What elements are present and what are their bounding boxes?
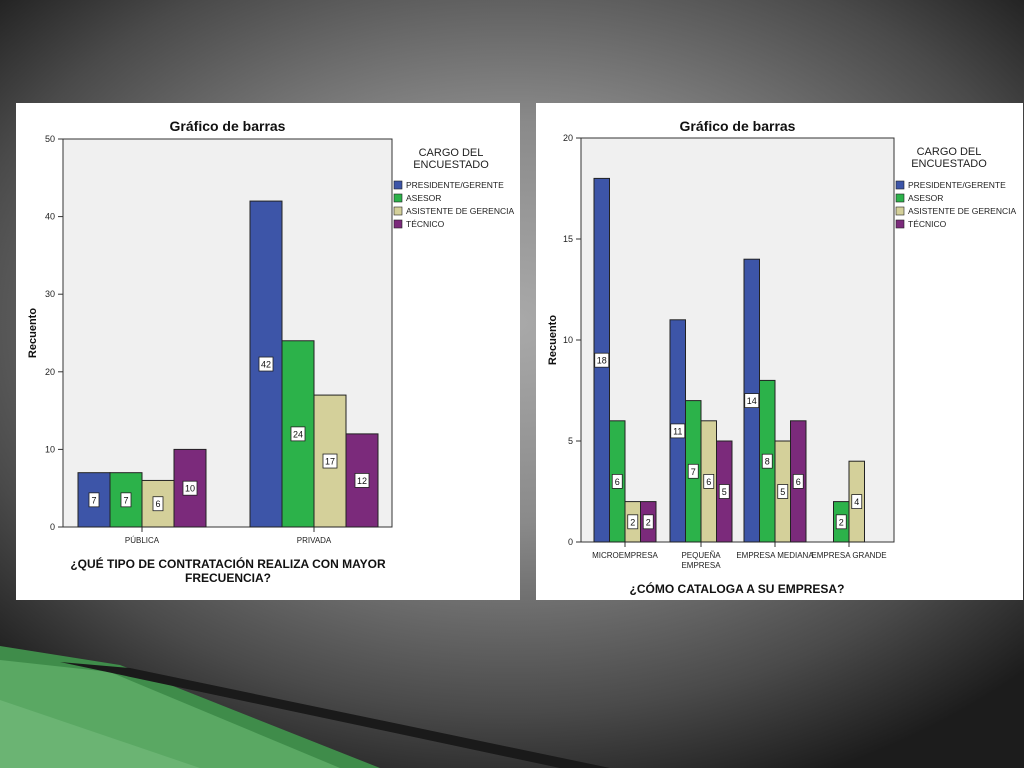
data-label-box — [258, 356, 274, 372]
data-label-box — [354, 473, 370, 488]
data-label-box — [761, 453, 773, 469]
x-axis-label-line1: ¿QUÉ TIPO DE CONTRATACIÓN REALIZA CON MA… — [70, 556, 386, 571]
y-tick-label: 10 — [45, 444, 55, 454]
bar-chart-empresa: Gráfico de barras 0 5 10 15 20 Recuento MICROEM… — [547, 118, 1016, 596]
data-label: 2 — [630, 517, 635, 527]
data-label-box — [687, 463, 699, 479]
y-tick-label: 20 — [45, 367, 55, 377]
data-label-box — [851, 494, 863, 510]
x-tick-label: PRIVADA — [297, 536, 332, 545]
y-tick-label: 5 — [568, 436, 573, 446]
data-label: 17 — [325, 457, 335, 467]
data-label-box — [792, 473, 804, 489]
data-label-box — [120, 492, 132, 508]
legend-swatch — [393, 193, 403, 203]
data-label: 10 — [185, 484, 195, 494]
data-label-box — [744, 393, 760, 409]
bar-chart-contratacion: Gráfico de barras 0 10 20 30 40 50 Recuento PÚBL… — [27, 118, 514, 585]
data-label: 8 — [765, 457, 770, 467]
legend-entry: PRESIDENTE/GERENTE — [406, 180, 504, 190]
data-label-box — [627, 514, 639, 530]
legend-swatch — [895, 180, 905, 190]
y-tick-label: 20 — [563, 133, 573, 143]
data-label: 24 — [293, 429, 303, 439]
data-label-box — [152, 496, 164, 512]
y-tick-label: 15 — [563, 234, 573, 244]
y-axis-label: Recuento — [547, 315, 559, 365]
data-label: 4 — [854, 497, 859, 507]
data-label-box — [670, 423, 686, 439]
data-label: 5 — [722, 487, 727, 497]
data-label-box — [322, 453, 338, 469]
data-label: 5 — [780, 487, 785, 497]
data-label: 2 — [646, 517, 651, 527]
data-label: 6 — [706, 477, 711, 487]
data-label-box — [88, 492, 100, 508]
legend-entry: PRESIDENTE/GERENTE — [908, 180, 1006, 190]
x-tick-label: EMPRESA GRANDE — [811, 551, 886, 560]
legend-title-line1: CARGO DEL — [917, 146, 982, 158]
legend-entry: ASESOR — [908, 193, 943, 203]
data-label-box — [777, 484, 789, 499]
data-label-box — [835, 514, 847, 530]
legend-entry: TÉCNICO — [406, 219, 445, 229]
legend-swatch — [895, 193, 905, 203]
x-axis-label-line1: ¿CÓMO CATALOGA A SU EMPRESA? — [630, 581, 845, 596]
data-label-box — [718, 484, 730, 499]
data-label: 11 — [673, 426, 682, 436]
data-label-box — [290, 426, 306, 442]
data-label: 14 — [747, 396, 757, 406]
legend-swatch — [393, 180, 403, 190]
legend-entry: ASISTENTE DE GERENCIA — [406, 206, 514, 216]
y-tick-label: 10 — [563, 335, 573, 345]
data-label: 12 — [357, 476, 367, 486]
y-tick-label: 50 — [45, 134, 55, 144]
y-tick-label: 0 — [568, 537, 573, 547]
legend-entry: ASESOR — [406, 193, 441, 203]
chart-title: Gráfico de barras — [170, 118, 286, 134]
x-tick-label: PEQUEÑA — [681, 551, 721, 560]
legend-title-line2: ENCUESTADO — [911, 158, 987, 170]
x-axis-label-line2: FRECUENCIA? — [185, 571, 271, 585]
data-label: 7 — [91, 495, 96, 505]
data-label: 2 — [839, 517, 844, 527]
data-label-box — [182, 480, 198, 496]
y-axis-label: Recuento — [27, 308, 39, 358]
x-tick-label: MICROEMPRESA — [592, 551, 658, 560]
y-tick-label: 0 — [50, 522, 55, 532]
x-tick-label: EMPRESA — [681, 561, 721, 570]
legend-swatch — [393, 206, 403, 216]
data-label: 6 — [155, 499, 160, 509]
data-label: 6 — [615, 477, 620, 487]
data-label: 18 — [597, 356, 607, 366]
data-label-box — [594, 352, 610, 368]
data-label-box — [611, 473, 623, 489]
legend-swatch — [895, 219, 905, 229]
data-label: 7 — [691, 467, 696, 477]
chart-panel-contratacion: Gráfico de barras 0 10 20 30 40 50 Recuento PÚBL… — [16, 103, 520, 600]
y-tick-label: 40 — [45, 212, 55, 222]
data-label: 7 — [123, 495, 128, 505]
x-tick-label: PÚBLICA — [125, 536, 160, 545]
legend-entry: ASISTENTE DE GERENCIA — [908, 206, 1016, 216]
chart-panel-empresa: Gráfico de barras 0 5 10 15 20 Recuento MICROEM… — [536, 103, 1023, 600]
legend-swatch — [895, 206, 905, 216]
legend-title-line2: ENCUESTADO — [413, 159, 489, 171]
legend-swatch — [393, 219, 403, 229]
x-tick-label: EMPRESA MEDIANA — [736, 551, 814, 560]
plot-area — [580, 137, 895, 543]
data-label-box — [642, 514, 654, 530]
chart-title: Gráfico de barras — [680, 118, 796, 134]
data-label: 42 — [261, 360, 271, 370]
bar — [249, 200, 283, 528]
data-label-box — [703, 473, 715, 489]
y-tick-label: 30 — [45, 289, 55, 299]
legend-title-line1: CARGO DEL — [419, 147, 484, 159]
data-label: 6 — [796, 477, 801, 487]
legend-entry: TÉCNICO — [908, 219, 947, 229]
